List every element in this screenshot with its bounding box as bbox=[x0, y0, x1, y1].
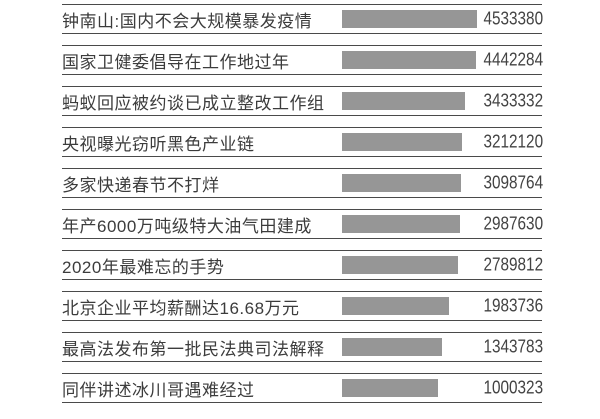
list-item: 国家卫健委倡导在工作地过年 4442284 bbox=[62, 45, 543, 75]
heat-value: 1000323 bbox=[483, 377, 543, 398]
heat-bar bbox=[342, 297, 449, 315]
list-item: 年产6000万吨级特大油气田建成 2987630 bbox=[62, 209, 543, 239]
heat-value: 4533380 bbox=[483, 8, 543, 29]
heat-value: 1343783 bbox=[483, 336, 543, 357]
hot-topics-bar-chart: 钟南山:国内不会大规模暴发疫情 4533380 国家卫健委倡导在工作地过年 44… bbox=[62, 4, 543, 414]
list-item: 北京企业平均薪酬达16.68万元 1983736 bbox=[62, 291, 543, 321]
list-item: 蚂蚁回应被约谈已成立整改工作组 3433332 bbox=[62, 86, 543, 116]
heat-bar bbox=[342, 51, 476, 69]
heat-bar bbox=[342, 338, 442, 356]
heat-value: 2789812 bbox=[483, 254, 543, 275]
list-item: 2020年最难忘的手势 2789812 bbox=[62, 250, 543, 280]
heat-value: 3098764 bbox=[483, 172, 543, 193]
topic-title: 多家快递春节不打烊 bbox=[62, 175, 220, 195]
topic-title: 央视曝光窃听黑色产业链 bbox=[62, 134, 255, 154]
heat-value: 3433332 bbox=[483, 90, 543, 111]
list-item: 多家快递春节不打烊 3098764 bbox=[62, 168, 543, 198]
heat-bar bbox=[342, 133, 462, 151]
heat-bar bbox=[342, 92, 465, 110]
topic-title: 蚂蚁回应被约谈已成立整改工作组 bbox=[62, 93, 325, 113]
heat-bar bbox=[342, 174, 461, 192]
list-item: 最高法发布第一批民法典司法解释 1343783 bbox=[62, 332, 543, 362]
topic-title: 北京企业平均薪酬达16.68万元 bbox=[62, 298, 300, 318]
topic-title: 国家卫健委倡导在工作地过年 bbox=[62, 52, 290, 72]
topic-title: 年产6000万吨级特大油气田建成 bbox=[62, 216, 312, 236]
heat-value: 2987630 bbox=[483, 213, 543, 234]
list-item: 同伴讲述冰川哥遇难经过 1000323 bbox=[62, 373, 543, 403]
heat-bar bbox=[342, 10, 477, 28]
heat-bar bbox=[342, 379, 438, 397]
list-item: 央视曝光窃听黑色产业链 3212120 bbox=[62, 127, 543, 157]
list-item: 钟南山:国内不会大规模暴发疫情 4533380 bbox=[62, 4, 543, 34]
heat-value: 1983736 bbox=[483, 295, 543, 316]
topic-title: 同伴讲述冰川哥遇难经过 bbox=[62, 380, 255, 400]
heat-bar bbox=[342, 256, 458, 274]
topic-title: 2020年最难忘的手势 bbox=[62, 257, 225, 277]
topic-title: 钟南山:国内不会大规模暴发疫情 bbox=[62, 11, 313, 31]
heat-bar bbox=[342, 215, 460, 233]
heat-value: 3212120 bbox=[483, 131, 543, 152]
topic-title: 最高法发布第一批民法典司法解释 bbox=[62, 339, 325, 359]
heat-value: 4442284 bbox=[483, 49, 543, 70]
